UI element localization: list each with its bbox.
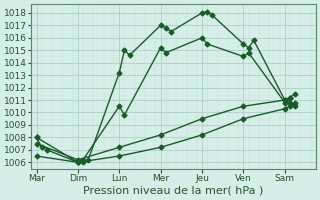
X-axis label: Pression niveau de la mer( hPa ): Pression niveau de la mer( hPa ) [84,186,264,196]
